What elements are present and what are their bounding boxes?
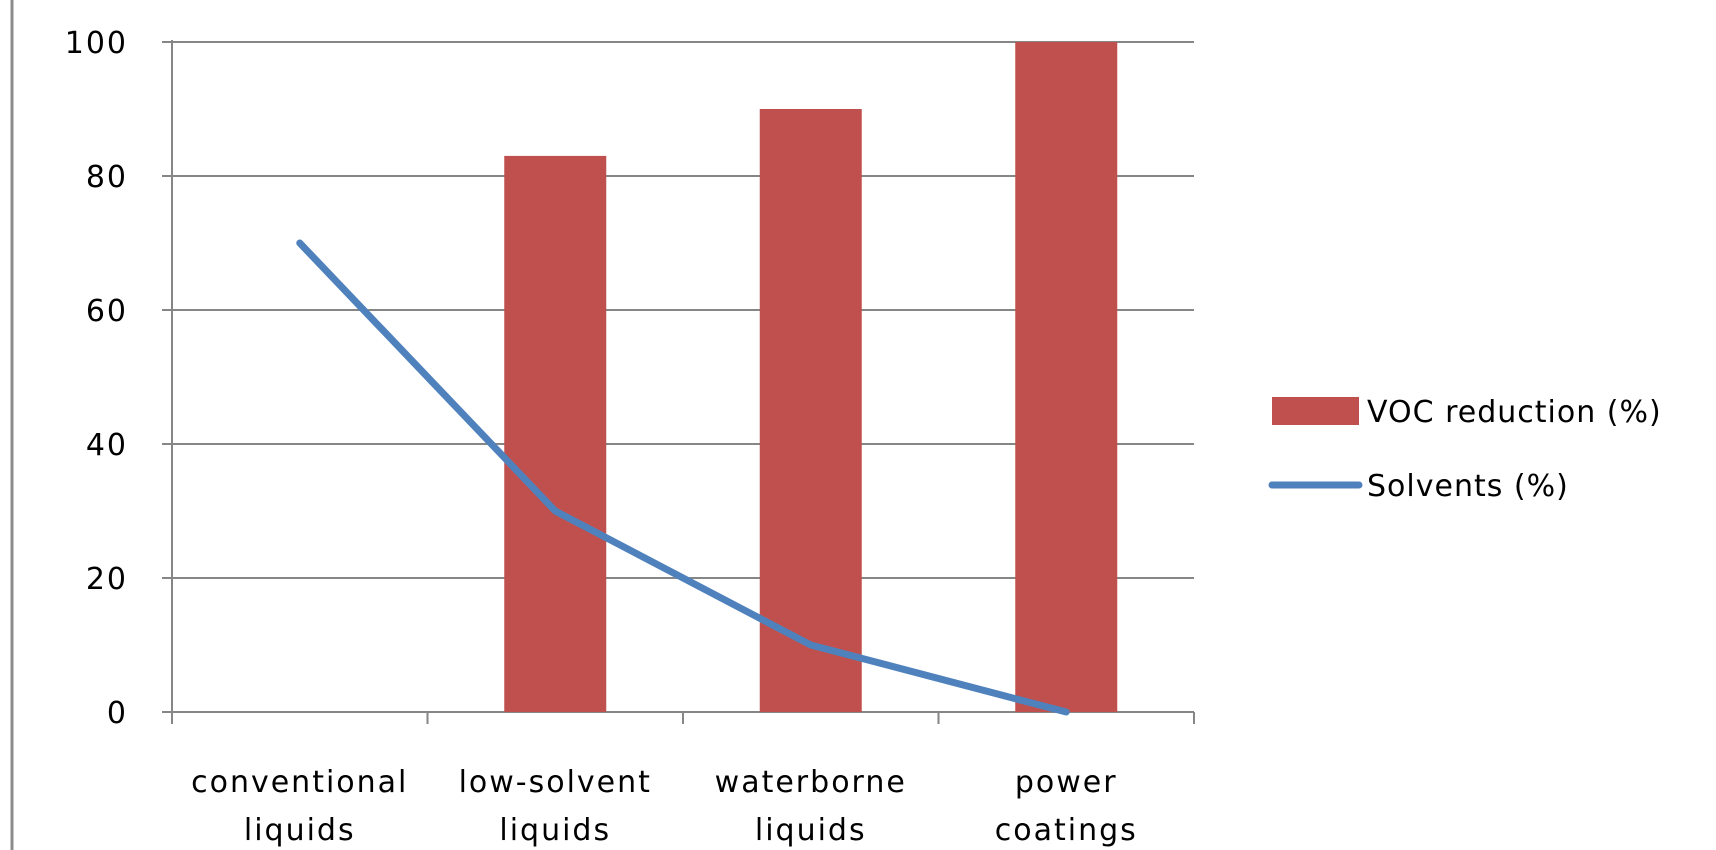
x-category-label-line: coatings — [995, 813, 1138, 848]
x-category-label: conventional liquids — [191, 765, 408, 848]
line-series — [296, 239, 1070, 716]
bar — [1015, 42, 1118, 712]
legend: VOC reduction (%) Solvents (%) — [1268, 395, 1662, 504]
x-category-label: waterborne liquids — [715, 765, 907, 848]
legend-label: VOC reduction (%) — [1367, 395, 1662, 430]
bar — [504, 155, 607, 712]
legend-swatch-bar — [1272, 397, 1359, 425]
x-category-label-line: liquids — [244, 813, 356, 848]
x-category-label: power coatings — [995, 765, 1138, 848]
x-category-label-line: low-solvent — [459, 765, 652, 800]
x-category-label-line: waterborne — [715, 765, 907, 800]
y-tick-label: 40 — [86, 428, 128, 463]
x-category-label-line: liquids — [755, 813, 867, 848]
x-category-label-line: conventional — [191, 765, 408, 800]
y-tick-label: 0 — [107, 696, 128, 731]
legend-label: Solvents (%) — [1367, 469, 1569, 504]
x-category-label-line: liquids — [499, 813, 611, 848]
bar — [759, 109, 862, 712]
y-tick-label: 20 — [86, 562, 128, 597]
y-tick-label: 100 — [65, 26, 128, 61]
x-category-label: low-solvent liquids — [459, 765, 652, 848]
bar-series — [504, 42, 1118, 712]
y-tick-label: 60 — [86, 294, 128, 329]
y-tick-label: 80 — [86, 160, 128, 195]
x-category-label-line: power — [1015, 765, 1118, 800]
series-line — [296, 239, 1070, 716]
